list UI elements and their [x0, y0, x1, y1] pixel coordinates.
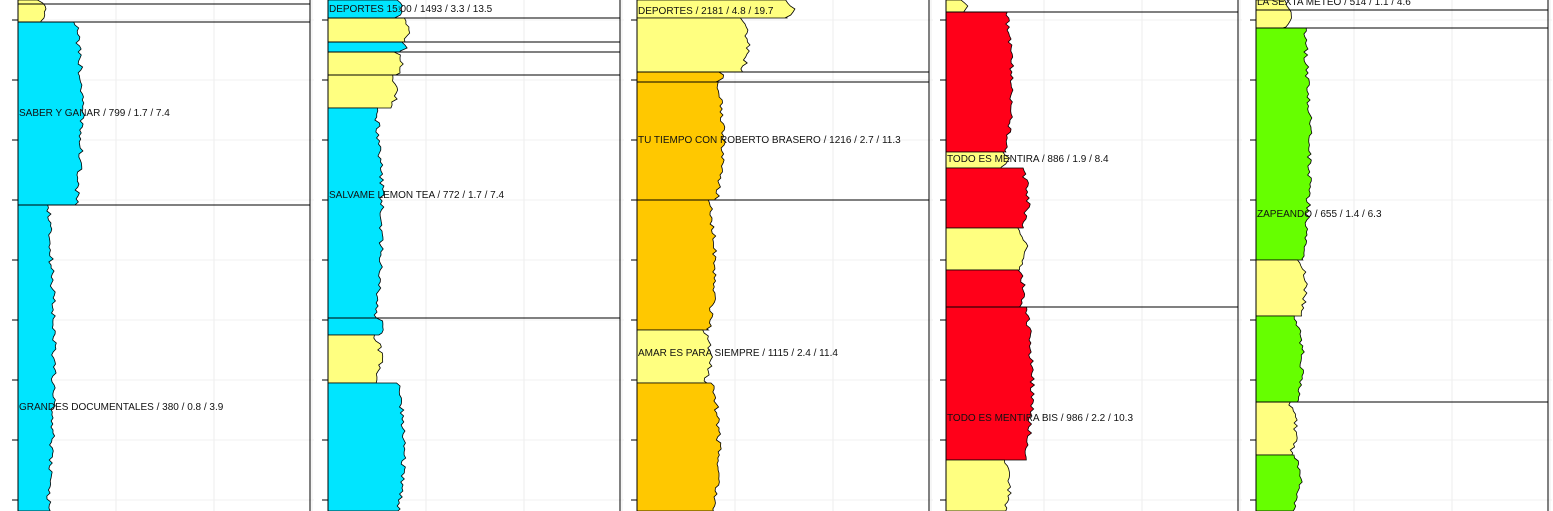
audience-area	[636, 81, 726, 201]
program-label: LA SEXTA METEO / 514 / 1.1 / 4.6	[1257, 0, 1411, 8]
audience-area	[327, 317, 384, 336]
audience-area	[17, 0, 47, 23]
audience-area	[636, 17, 751, 73]
program-label: TODO ES MENTIRA / 886 / 1.9 / 8.4	[947, 154, 1109, 165]
program-label: SALVAME LEMON TEA / 772 / 1.7 / 7.4	[329, 190, 505, 201]
program-label: GRANDES DOCUMENTALES / 380 / 0.8 / 3.9	[19, 402, 224, 413]
program-label: DEPORTES 15:00 / 1493 / 3.3 / 13.5	[329, 4, 493, 15]
audience-area	[327, 382, 407, 511]
audience-area	[327, 74, 399, 109]
channel-panel	[631, 0, 933, 511]
audience-area	[1255, 27, 1313, 261]
program-label: ZAPEANDO / 655 / 1.4 / 6.3	[1257, 209, 1382, 220]
audience-area	[1255, 454, 1303, 511]
audience-area	[945, 269, 1026, 308]
audience-area	[636, 382, 722, 511]
program-label: TU TIEMPO CON ROBERTO BRASERO / 1216 / 2…	[638, 135, 901, 146]
channel-panel	[322, 0, 624, 511]
audience-area	[945, 11, 1015, 153]
audience-area	[1255, 401, 1298, 456]
program-label: TODO ES MENTIRA BIS / 986 / 2.2 / 10.3	[947, 413, 1134, 424]
audience-area	[636, 329, 713, 384]
audience-area	[945, 227, 1029, 271]
program-label: DEPORTES / 2181 / 4.8 / 19.7	[638, 6, 774, 17]
channel-panel	[940, 0, 1242, 511]
audience-area	[327, 334, 384, 384]
channel-panel	[1250, 0, 1552, 511]
audience-area	[17, 21, 85, 206]
audience-area	[945, 0, 969, 13]
audience-area	[17, 204, 57, 511]
audience-area	[945, 459, 1012, 511]
channel-panel	[12, 0, 314, 511]
audience-area	[636, 71, 725, 83]
audience-area	[327, 107, 385, 319]
audience-area	[636, 199, 718, 331]
audience-area	[327, 51, 404, 76]
audience-area	[945, 306, 1036, 461]
audience-area	[327, 41, 408, 53]
audience-area	[1255, 259, 1308, 317]
audience-area	[1255, 315, 1305, 403]
audience-area	[327, 17, 411, 43]
audience-area	[945, 167, 1031, 229]
program-label: SABER Y GANAR / 799 / 1.7 / 7.4	[19, 108, 170, 119]
program-label: AMAR ES PARA SIEMPRE / 1115 / 2.4 / 11.4	[638, 348, 838, 359]
